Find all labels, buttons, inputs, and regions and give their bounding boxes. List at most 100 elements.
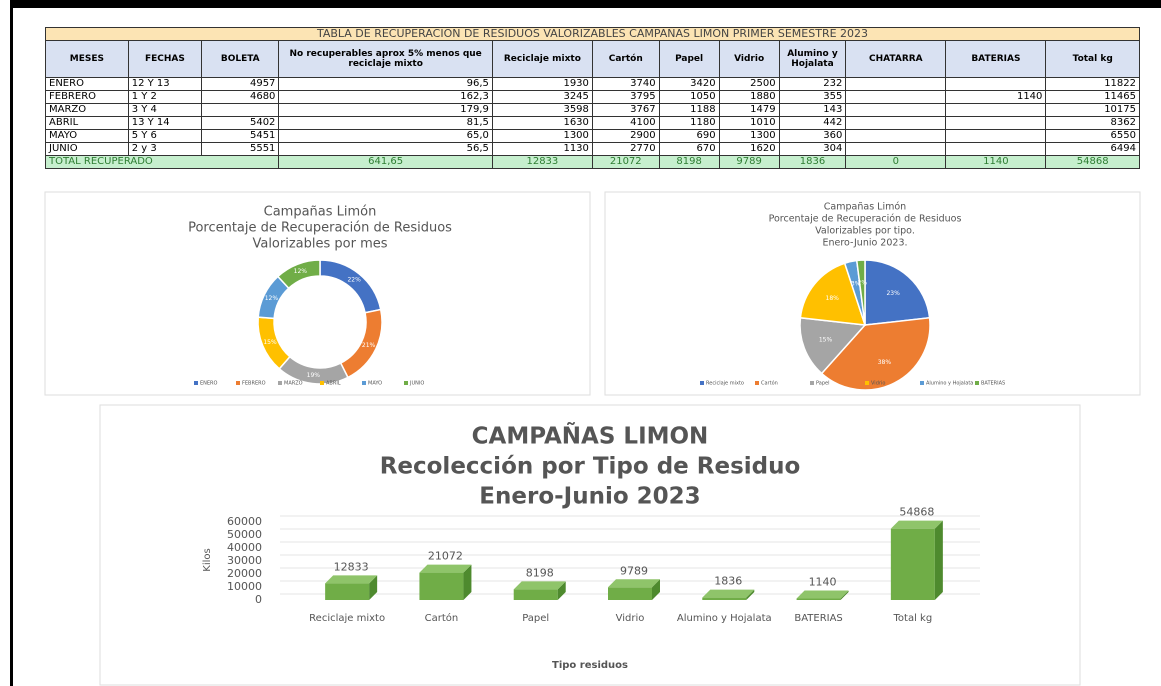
bar — [702, 597, 747, 600]
legend-swatch — [810, 381, 814, 385]
total-cell: 1140 — [945, 155, 1047, 169]
legend-swatch — [700, 381, 704, 385]
chart-title: Porcentaje de Recuperación de Residuos — [188, 221, 452, 236]
bar-top — [796, 590, 849, 599]
bar-side — [652, 579, 660, 600]
x-tick-label: Total kg — [893, 613, 933, 624]
legend-swatch — [362, 381, 366, 385]
row: JUNIO 2 y 3 5551 56,5 1130 2770 670 1620 304 6494 — [45, 142, 1140, 156]
data-label: 18% — [826, 295, 840, 302]
header-cell: BATERIAS — [945, 40, 1047, 78]
bar-top — [890, 520, 943, 529]
y-tick-label: 20000 — [227, 567, 262, 580]
bar — [513, 589, 558, 600]
header-cell: BOLETA — [201, 40, 280, 78]
data-label: 12% — [294, 268, 308, 275]
data-label: 54868 — [899, 506, 934, 519]
legend-label: MAYO — [368, 381, 382, 387]
x-tick-label: Alumino y Hojalata — [677, 613, 772, 624]
legend-swatch — [404, 381, 408, 385]
frame — [10, 0, 1161, 686]
chart-box — [44, 191, 591, 396]
header-cell: Papel — [658, 40, 720, 78]
data-label: 3% — [851, 280, 861, 287]
chart-title: Porcentaje de Recuperación de Residuos — [769, 214, 962, 225]
header-cell: Cartón — [591, 40, 660, 78]
cell: 1620 — [718, 142, 780, 156]
bar-side — [746, 589, 755, 600]
legend-label: BATERIAS — [981, 381, 1005, 387]
data-label: 23% — [886, 290, 900, 297]
total-cell: 641,65 — [278, 155, 493, 169]
legend-swatch — [278, 381, 282, 385]
data-label: 12833 — [334, 560, 369, 573]
y-tick-label: 30000 — [227, 554, 262, 567]
chart-title: CAMPAÑAS LIMON — [472, 422, 709, 450]
data-label: 8198 — [526, 566, 554, 579]
data-label: 38% — [878, 359, 892, 366]
legend-label: ENERO — [200, 381, 218, 387]
legend-swatch — [975, 381, 979, 385]
total-cell: 0 — [845, 155, 947, 169]
bar-top — [608, 579, 660, 588]
legend-label: ABRIL — [326, 381, 341, 387]
total-cell: 54868 — [1045, 155, 1140, 169]
chart-title: Enero-Junio 2023 — [479, 484, 700, 510]
header-cell: Total kg — [1045, 40, 1140, 78]
slice — [820, 316, 931, 391]
y-tick-label: 60000 — [227, 515, 262, 528]
x-tick-label: Vidrio — [616, 613, 645, 624]
data-label: 12% — [265, 295, 279, 302]
header-row: MESES FECHAS BOLETA No recuperables aprox 5… — [45, 40, 1140, 78]
x-tick-label: Cartón — [425, 612, 459, 624]
table-title: TABLA DE RECUPERACION DE RESIDUOS VALORI… — [45, 27, 1140, 41]
header-cell: FECHAS — [127, 40, 203, 78]
y-tick-label: 0 — [255, 593, 262, 606]
slice — [276, 259, 321, 290]
data-label: 22% — [347, 277, 361, 284]
header-cell: No recuperables aprox 5% menos que recic… — [278, 40, 493, 78]
legend-label: Papel — [816, 381, 830, 387]
bar-side — [463, 564, 472, 600]
total-cell: 12833 — [491, 155, 593, 169]
total-cell: 21072 — [591, 155, 660, 169]
data-label: 21% — [362, 342, 376, 349]
bar-top — [325, 575, 378, 584]
data-label: 19% — [307, 372, 321, 379]
header-cell: Alumino y Hojalata — [778, 40, 847, 78]
header-cell: CHATARRA — [845, 40, 947, 78]
data-label: 1140 — [809, 576, 837, 589]
chart-title: Recolección por Tipo de Residuo — [380, 454, 801, 480]
data-table: TABLA DE RECUPERACION DE RESIDUOS VALORI… — [44, 27, 1140, 169]
legend-label: Cartón — [761, 380, 778, 387]
legend-swatch — [920, 381, 924, 385]
bar-side — [840, 590, 849, 600]
bar-top — [419, 564, 472, 573]
data-label: 2% — [858, 279, 868, 286]
header-cell: MESES — [45, 40, 129, 78]
bar-top — [513, 581, 566, 590]
legend-swatch — [320, 381, 324, 385]
bar — [796, 598, 841, 600]
data-label: 15% — [819, 337, 833, 344]
y-tick-label: 10000 — [227, 580, 262, 593]
chart-title: Valorizables por tipo. — [815, 226, 915, 237]
chart-title: Enero-Junio 2023. — [822, 238, 907, 249]
data-label: 9789 — [620, 564, 648, 577]
legend-swatch — [755, 381, 759, 385]
total-cell: 9789 — [718, 155, 780, 169]
chart-title: Campañas Limón — [824, 202, 906, 213]
legend-label: FEBRERO — [242, 381, 266, 387]
header-cell: Reciclaje mixto — [491, 40, 593, 78]
y-axis-label: Kilos — [202, 548, 213, 571]
legend-label: JUNIO — [409, 381, 424, 387]
chart-title: Campañas Limón — [264, 205, 377, 220]
slice — [855, 259, 866, 326]
bar-side — [369, 575, 378, 600]
slice — [864, 259, 931, 326]
total-cell: 8198 — [658, 155, 720, 169]
x-tick-label: BATERIAS — [794, 613, 842, 624]
bar — [325, 583, 370, 600]
